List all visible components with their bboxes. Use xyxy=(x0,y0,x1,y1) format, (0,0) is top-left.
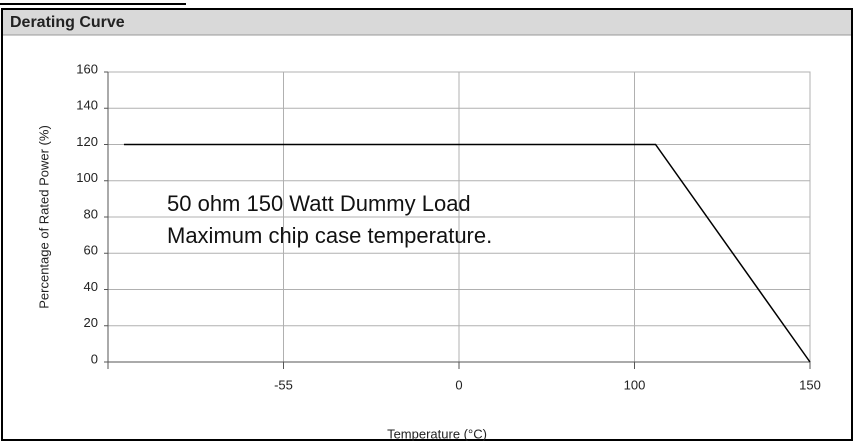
y-tick-label: 80 xyxy=(84,206,98,221)
y-tick-label: 60 xyxy=(84,243,98,258)
y-tick-label: 20 xyxy=(84,315,98,330)
x-tick-label: 150 xyxy=(799,377,821,392)
y-tick-label: 160 xyxy=(76,61,98,76)
y-tick-label: 40 xyxy=(84,279,98,294)
x-axis-label: Temperature (°C) xyxy=(387,426,487,441)
panel xyxy=(1,8,853,441)
annotation: Maximum chip case temperature. xyxy=(167,223,492,248)
x-tick-label: 0 xyxy=(455,377,462,392)
chart-title: Derating Curve xyxy=(10,14,125,31)
data-line xyxy=(123,143,811,363)
y-tick-label: 100 xyxy=(76,170,98,185)
y-tick-label: 140 xyxy=(76,98,98,113)
annotation: 50 ohm 150 Watt Dummy Load xyxy=(167,191,471,216)
y-tick-label: 120 xyxy=(76,134,98,149)
y-axis-label: Percentage of Rated Power (%) xyxy=(36,125,51,309)
x-tick-label: 100 xyxy=(624,377,646,392)
panel-header xyxy=(3,10,851,35)
y-tick-label: 0 xyxy=(91,351,98,366)
x-tick-label: -55 xyxy=(274,377,293,392)
